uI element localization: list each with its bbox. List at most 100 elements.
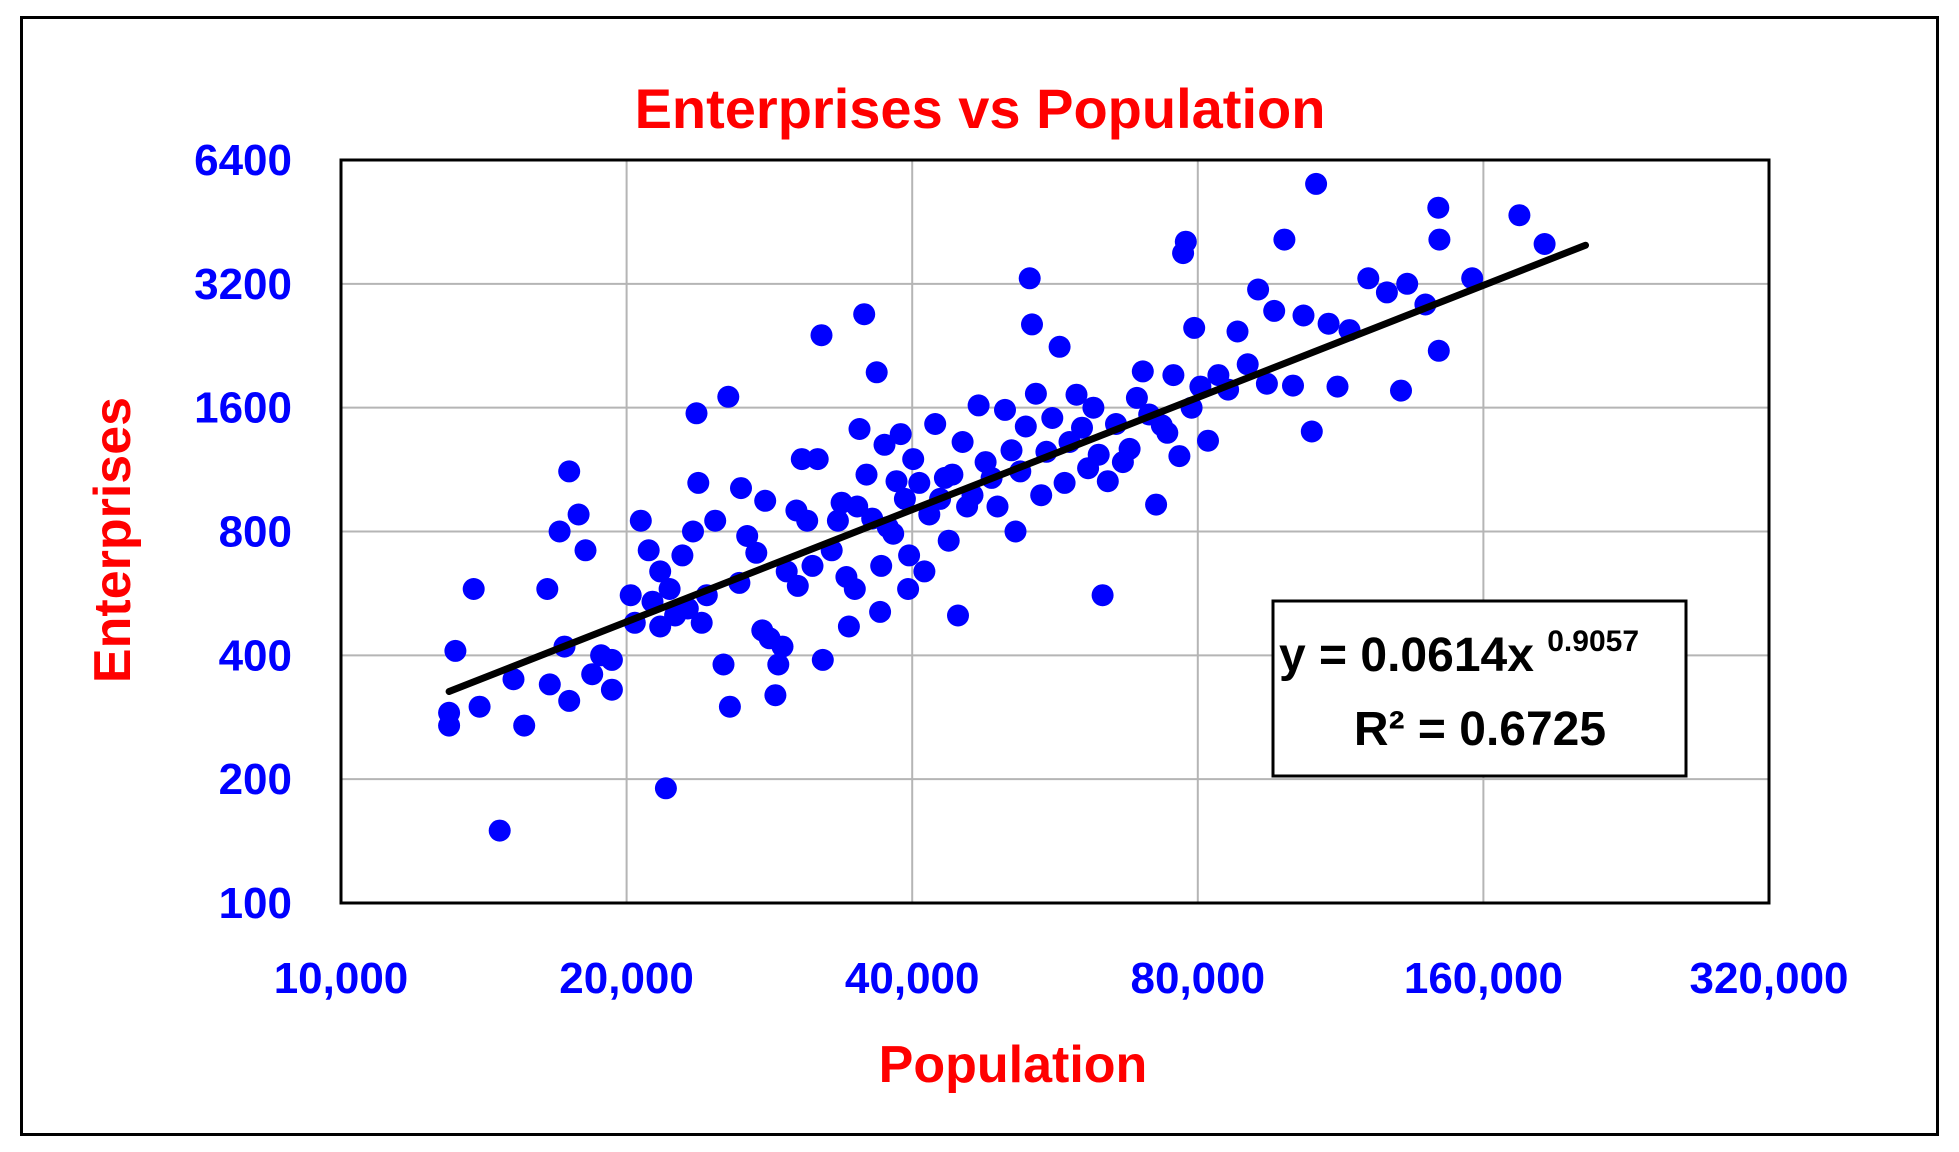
data-point: [1317, 312, 1340, 335]
data-point: [1183, 316, 1206, 339]
data-point: [1236, 353, 1259, 376]
data-point: [1024, 382, 1047, 405]
data-point: [558, 689, 581, 712]
data-point: [1174, 230, 1197, 253]
data-point: [882, 522, 905, 545]
data-point: [947, 604, 969, 627]
x-tick-label: 80,000: [1131, 954, 1266, 1003]
data-point: [801, 554, 824, 577]
data-point: [717, 385, 740, 408]
data-point: [918, 503, 941, 526]
data-point: [1118, 437, 1141, 460]
data-point: [574, 539, 597, 562]
data-point: [873, 433, 896, 456]
data-point: [718, 695, 741, 718]
data-point: [1014, 415, 1037, 438]
data-point: [1018, 267, 1041, 290]
data-point: [767, 653, 790, 676]
data-point: [1162, 364, 1185, 387]
data-point: [438, 714, 461, 737]
data-point: [1065, 383, 1088, 406]
data-point: [1427, 339, 1450, 362]
data-point: [941, 463, 964, 486]
data-point: [548, 520, 571, 543]
data-point: [462, 578, 485, 600]
data-point: [843, 578, 866, 600]
data-point: [1021, 313, 1043, 336]
data-point: [786, 574, 809, 597]
x-tick-label: 160,000: [1404, 954, 1563, 1003]
data-point: [1292, 304, 1315, 327]
x-tick-label: 320,000: [1689, 954, 1848, 1003]
data-point: [810, 324, 833, 347]
data-point: [488, 819, 511, 842]
data-point: [1030, 484, 1053, 507]
data-point: [581, 663, 604, 686]
data-point: [1427, 196, 1450, 219]
data-point: [806, 448, 829, 471]
data-point: [1533, 233, 1556, 255]
data-point: [712, 653, 735, 676]
chart-title: Enterprises vs Population: [635, 77, 1326, 140]
data-point: [1096, 470, 1119, 493]
data-point: [1004, 520, 1027, 543]
data-point: [649, 560, 672, 583]
data-point: [1305, 172, 1328, 195]
data-point: [1508, 204, 1531, 227]
x-axis-title: Population: [879, 1036, 1148, 1094]
data-point: [558, 460, 581, 483]
data-point: [1145, 493, 1168, 516]
data-point: [629, 509, 652, 532]
y-tick-label: 100: [219, 879, 292, 928]
data-point: [567, 503, 590, 526]
data-point: [897, 578, 920, 600]
data-point: [848, 418, 871, 440]
data-point: [690, 611, 713, 634]
y-tick-label: 400: [219, 631, 292, 680]
data-point: [1091, 584, 1114, 607]
equation-text: y = 0.0614x: [1279, 629, 1534, 682]
data-point: [600, 678, 623, 701]
data-point: [1048, 335, 1071, 358]
x-tick-labels: 10,000 20,000 40,000 80,000 160,000 320,000: [274, 954, 1849, 1003]
y-tick-label: 1600: [194, 384, 292, 433]
data-point: [1263, 299, 1286, 322]
y-tick-labels: 100 200 400 800 1600 3200 6400: [194, 136, 292, 928]
data-point: [1428, 228, 1451, 251]
equation-line-1: y = 0.0614x 0.9057: [1279, 625, 1639, 682]
data-point: [924, 413, 947, 435]
data-point: [986, 495, 1009, 518]
data-point: [1273, 228, 1296, 251]
data-point: [885, 470, 908, 493]
data-point: [704, 509, 727, 532]
data-point: [764, 684, 787, 707]
data-point: [855, 463, 878, 486]
data-point: [682, 520, 704, 543]
data-point: [444, 639, 467, 662]
data-point: [951, 431, 974, 453]
data-point: [1300, 420, 1323, 443]
data-point: [745, 541, 768, 564]
data-point: [889, 423, 912, 446]
data-point: [967, 394, 990, 417]
data-point: [1396, 272, 1419, 295]
data-point: [502, 668, 525, 691]
x-tick-label: 20,000: [559, 954, 694, 1003]
data-point: [637, 539, 660, 562]
data-point: [685, 402, 708, 425]
data-point: [1000, 439, 1023, 462]
data-point: [846, 495, 869, 518]
data-point: [1390, 379, 1412, 402]
data-point: [1041, 407, 1064, 429]
equation-box-border: [1271, 599, 1688, 778]
data-point: [1282, 374, 1304, 397]
data-point: [913, 560, 936, 583]
data-point: [754, 489, 777, 512]
equation-box: y = 0.0614x 0.9057 R² = 0.6725: [1271, 599, 1688, 778]
data-point: [600, 648, 623, 671]
data-point: [898, 544, 921, 567]
data-point: [1131, 360, 1154, 383]
data-point: [937, 529, 960, 552]
data-point: [654, 777, 677, 800]
